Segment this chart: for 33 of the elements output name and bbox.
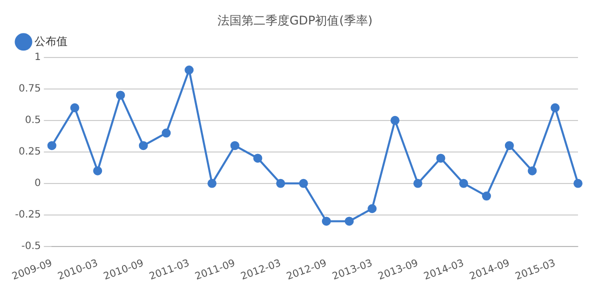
- point: [528, 166, 537, 176]
- point: [138, 141, 148, 150]
- point: [276, 178, 286, 188]
- point: [550, 103, 560, 112]
- point: [390, 116, 400, 125]
- point: [504, 141, 514, 150]
- point: [162, 128, 171, 138]
- y-tick-label: 0.5: [24, 115, 41, 126]
- y-tick-label: 0: [34, 178, 41, 190]
- point: [47, 141, 56, 150]
- point: [322, 216, 331, 226]
- legend-label: 公布值: [34, 34, 68, 48]
- point: [70, 103, 80, 112]
- y-tick-label: 0.25: [18, 146, 41, 158]
- y-tick-label: 0.75: [18, 84, 41, 94]
- point: [368, 204, 377, 214]
- chart-title: 法国第二季度GDP初值(季率): [217, 13, 373, 28]
- point: [482, 192, 491, 201]
- point: [413, 178, 422, 188]
- point: [93, 166, 102, 176]
- point: [208, 178, 216, 188]
- point: [253, 154, 262, 163]
- point: [436, 154, 446, 163]
- y-tick-label: -0.25: [15, 210, 41, 221]
- point: [574, 178, 582, 188]
- point: [459, 178, 468, 188]
- y-tick-label: 1: [34, 52, 41, 63]
- point: [230, 141, 240, 150]
- y-tick-label: -0.5: [21, 241, 41, 252]
- point: [116, 90, 125, 100]
- point: [184, 66, 194, 74]
- point: [344, 216, 354, 226]
- point: [299, 178, 308, 188]
